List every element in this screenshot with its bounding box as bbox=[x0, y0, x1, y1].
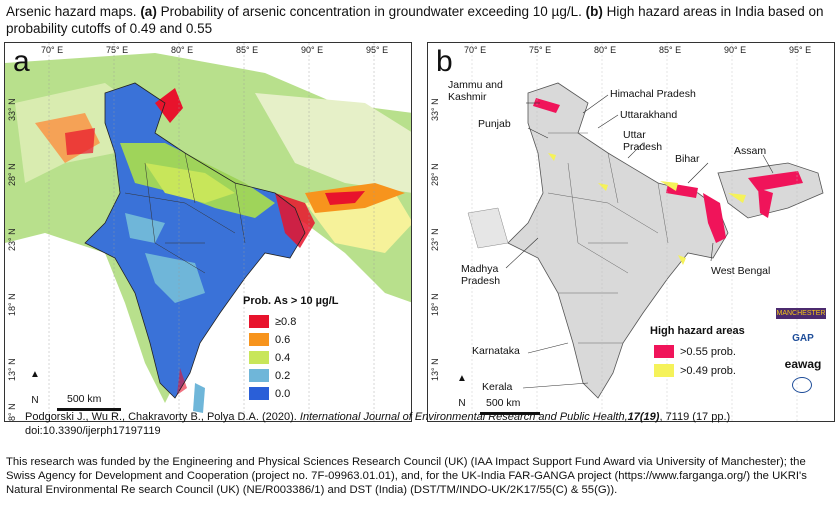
lat-label: 23° N bbox=[7, 228, 17, 251]
legend-title: Prob. As > 10 µg/L bbox=[243, 295, 339, 307]
map-panel-b: b 70° E 75° E 80° E 85° E 90° E 95° E 33… bbox=[427, 42, 835, 422]
legend-swatch bbox=[249, 351, 269, 364]
figure-title: Arsenic hazard maps. (a) Probability of … bbox=[6, 4, 824, 36]
eawag-logo: eawag bbox=[784, 357, 822, 371]
lon-label: 80° E bbox=[594, 45, 617, 55]
lon-label: 90° E bbox=[724, 45, 747, 55]
state-label-uttarakhand: Uttarakhand bbox=[620, 109, 678, 121]
lat-label: 13° N bbox=[7, 358, 17, 381]
panel-a-label: a bbox=[13, 45, 30, 78]
lon-label: 90° E bbox=[301, 45, 324, 55]
lon-label: 80° E bbox=[171, 45, 194, 55]
north-label: N bbox=[31, 395, 39, 406]
lat-label: 18° N bbox=[430, 293, 440, 316]
north-arrow-icon: ▲ bbox=[30, 369, 40, 380]
legend-swatch bbox=[654, 345, 674, 358]
state-label-assam: Assam bbox=[734, 145, 767, 157]
lon-label: 85° E bbox=[659, 45, 682, 55]
state-label-himachal: Himachal Pradesh bbox=[610, 88, 696, 100]
legend-swatch bbox=[249, 333, 269, 346]
legend-title: High hazard areas bbox=[650, 325, 745, 337]
panel-b-label: b bbox=[436, 45, 453, 78]
legend-entry: 0.0 bbox=[249, 387, 290, 400]
state-label-kerala: Kerala bbox=[482, 381, 513, 393]
lat-label: 18° N bbox=[7, 293, 17, 316]
lat-label: 8° N bbox=[7, 403, 17, 421]
gap-logo: GAP bbox=[792, 333, 814, 344]
lon-label: 75° E bbox=[106, 45, 129, 55]
legend-entry: 0.2 bbox=[249, 369, 290, 382]
seal-logo bbox=[792, 377, 812, 393]
north-arrow-icon: ▲ bbox=[457, 373, 467, 384]
lat-label: 33° N bbox=[430, 98, 440, 121]
scale-label: 500 km bbox=[486, 397, 521, 409]
legend-swatch bbox=[249, 315, 269, 328]
legend-swatch bbox=[249, 369, 269, 382]
lon-label: 85° E bbox=[236, 45, 259, 55]
lat-label: 28° N bbox=[430, 163, 440, 186]
citation: Podgorski J., Wu R., Chakravorty B., Pol… bbox=[25, 411, 731, 437]
state-label-punjab: Punjab bbox=[478, 118, 511, 130]
probability-map bbox=[5, 43, 411, 421]
lon-label: 95° E bbox=[366, 45, 389, 55]
north-label: N bbox=[458, 398, 466, 409]
state-label-madhya-pradesh: Madhya Pradesh bbox=[461, 263, 501, 287]
lon-label: 95° E bbox=[789, 45, 812, 55]
scale-bar bbox=[57, 408, 121, 411]
state-label-west-bengal: West Bengal bbox=[711, 265, 771, 277]
lon-label: 70° E bbox=[464, 45, 487, 55]
lat-label: 28° N bbox=[7, 163, 17, 186]
state-label-jammu-kashmir: Jammu and Kashmir bbox=[448, 79, 503, 103]
lat-label: 23° N bbox=[430, 228, 440, 251]
lon-label: 75° E bbox=[529, 45, 552, 55]
legend-entry: 0.4 bbox=[249, 351, 290, 364]
state-label-uttar-pradesh: Uttar Pradesh bbox=[623, 129, 663, 153]
legend-entry: ≥0.8 bbox=[249, 315, 296, 328]
scale-bar bbox=[480, 412, 540, 415]
state-label-karnataka: Karnataka bbox=[472, 345, 520, 357]
lat-label: 33° N bbox=[7, 98, 17, 121]
state-label-bihar: Bihar bbox=[675, 153, 700, 165]
legend-swatch bbox=[249, 387, 269, 400]
legend-swatch bbox=[654, 364, 674, 377]
map-panel-a: a 70° E 75° E 80° E 85° E 90° E 95° E 33… bbox=[4, 42, 412, 422]
scale-label: 500 km bbox=[67, 393, 102, 405]
doi-text: doi:10.3390/ijerph17197119 bbox=[25, 425, 161, 437]
manchester-logo: MANCHESTER bbox=[776, 308, 826, 319]
legend-entry: 0.6 bbox=[249, 333, 290, 346]
legend-entry: >0.55 prob. bbox=[654, 345, 736, 358]
legend-entry: >0.49 prob. bbox=[654, 364, 736, 377]
lat-label: 13° N bbox=[430, 358, 440, 381]
hazard-map bbox=[428, 43, 834, 421]
funding-statement: This research was funded by the Engineer… bbox=[6, 456, 807, 496]
lon-label: 70° E bbox=[41, 45, 64, 55]
